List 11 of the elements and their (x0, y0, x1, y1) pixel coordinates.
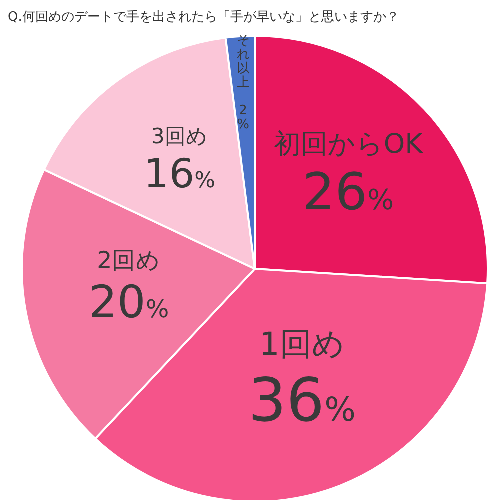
data-label: 20% (88, 276, 170, 329)
slice-label: それ以上 (236, 34, 250, 91)
slice-label: 2回め (97, 246, 162, 274)
chart-title: Q.何回めのデートで手を出されたら「手が早いな」と思いますか？ (8, 9, 400, 27)
data-label: 26% (302, 163, 394, 222)
slice-label: 3回め (151, 123, 208, 148)
data-label: 36% (248, 366, 356, 436)
data-label: 16% (144, 151, 216, 198)
slice-label: 1回め (260, 326, 345, 364)
data-label: 2% (237, 104, 250, 133)
slice-label: 初回からOK (274, 129, 424, 160)
